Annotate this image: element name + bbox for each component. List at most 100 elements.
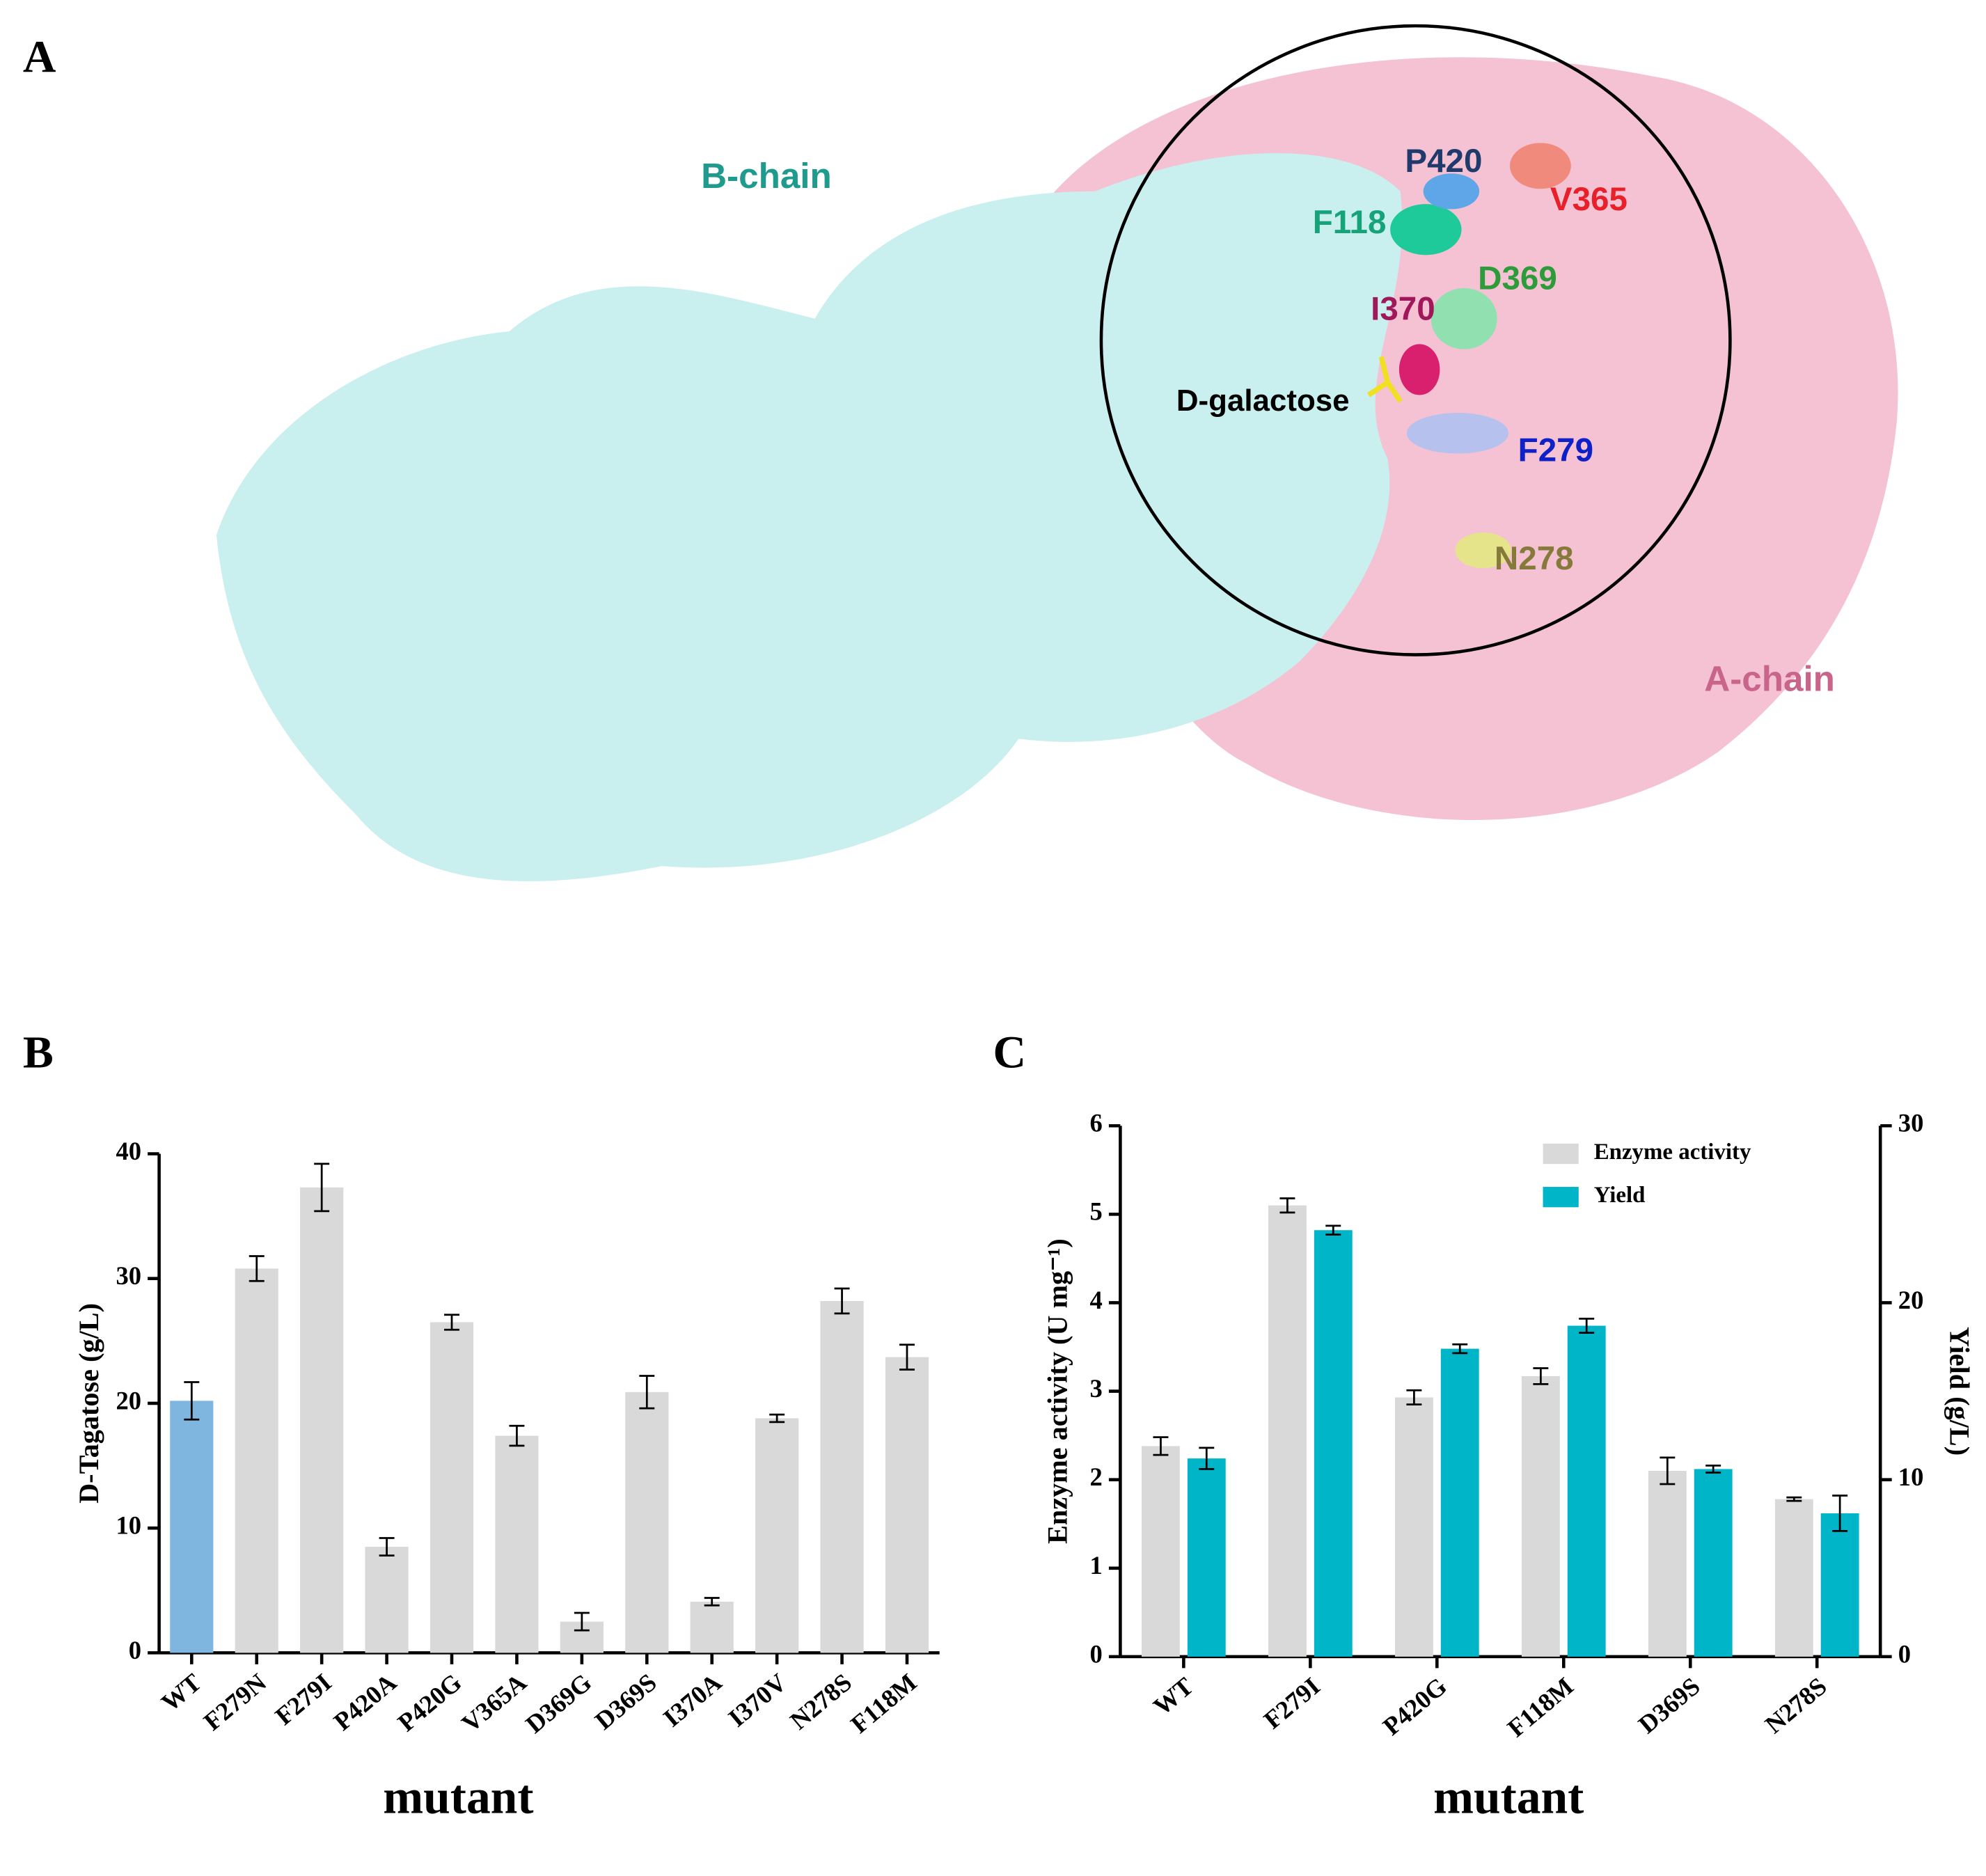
y-axis-label: Enzyme activity (U mg⁻¹) bbox=[1042, 1238, 1073, 1544]
y-tick-label: 10 bbox=[116, 1511, 141, 1540]
bar bbox=[1394, 1397, 1433, 1657]
residue-label: F279 bbox=[1518, 432, 1593, 468]
bar bbox=[1187, 1458, 1226, 1657]
x-tick-label: P420G bbox=[1378, 1671, 1452, 1740]
y2-tick-label: 30 bbox=[1898, 1109, 1924, 1137]
bar bbox=[625, 1392, 669, 1653]
panel-label: B bbox=[23, 1027, 54, 1078]
error-bar bbox=[1153, 1436, 1169, 1456]
error-bar bbox=[574, 1611, 590, 1632]
bar bbox=[1314, 1230, 1353, 1657]
x-tick-label: I370V bbox=[723, 1668, 791, 1733]
residue-label: V365 bbox=[1550, 181, 1628, 218]
x-tick-label: F279I bbox=[1258, 1671, 1325, 1734]
b-chain-surface bbox=[216, 153, 1403, 882]
x-tick-label: F118M bbox=[845, 1668, 922, 1739]
y-tick-label: 20 bbox=[116, 1386, 141, 1414]
residue-label: N278 bbox=[1495, 540, 1574, 577]
error-bar bbox=[899, 1343, 915, 1371]
y-tick-label: 30 bbox=[116, 1261, 141, 1290]
error-bar bbox=[769, 1413, 785, 1424]
x-tick-label: F118M bbox=[1502, 1671, 1578, 1742]
error-bar bbox=[1533, 1367, 1549, 1385]
bar bbox=[365, 1547, 409, 1653]
bar bbox=[1268, 1205, 1307, 1657]
residue-label: B-chain bbox=[701, 156, 832, 196]
residue-label: D-galactose bbox=[1176, 384, 1350, 418]
y-tick-label: 1 bbox=[1089, 1551, 1102, 1579]
active-site-circle bbox=[1099, 24, 1732, 656]
bar bbox=[1694, 1469, 1733, 1657]
bar bbox=[495, 1435, 539, 1653]
x-tick-label: V365A bbox=[456, 1667, 532, 1737]
galactose-ligand bbox=[1366, 356, 1403, 403]
bar bbox=[1820, 1513, 1859, 1657]
residue-f118 bbox=[1390, 204, 1462, 255]
bar bbox=[170, 1401, 214, 1653]
bar bbox=[1567, 1325, 1606, 1657]
y2-axis-label: Yield (g/L) bbox=[1944, 1327, 1976, 1456]
error-bar bbox=[704, 1597, 720, 1607]
x-tick-label: P420A bbox=[328, 1667, 402, 1735]
error-bar bbox=[1279, 1197, 1295, 1214]
y-tick-label: 4 bbox=[1089, 1286, 1102, 1314]
bar bbox=[1440, 1348, 1479, 1657]
y-tick-label: 0 bbox=[1089, 1639, 1102, 1668]
residue-label: A-chain bbox=[1704, 659, 1835, 699]
error-bar bbox=[834, 1287, 850, 1315]
y2-tick-label: 10 bbox=[1898, 1463, 1924, 1491]
error-bar bbox=[379, 1537, 395, 1556]
legend-label: Enzyme activity bbox=[1594, 1140, 1751, 1165]
error-bar bbox=[249, 1255, 265, 1282]
error-bar bbox=[1325, 1224, 1341, 1236]
y-tick-label: 0 bbox=[129, 1636, 141, 1664]
residue-label: I370 bbox=[1371, 290, 1435, 327]
error-bar bbox=[509, 1424, 525, 1447]
residue-d369 bbox=[1431, 287, 1497, 349]
x-tick-label: F279N bbox=[198, 1668, 272, 1736]
bar bbox=[429, 1322, 474, 1653]
bar bbox=[820, 1300, 864, 1653]
x-axis-label: mutant bbox=[383, 1770, 533, 1824]
x-tick-label: P420G bbox=[392, 1668, 466, 1737]
x-tick-label: D369G bbox=[520, 1668, 597, 1739]
y-tick-label: 2 bbox=[1089, 1463, 1102, 1491]
residue-v365 bbox=[1510, 143, 1571, 189]
residue-label: P420 bbox=[1405, 143, 1482, 180]
residue-i370 bbox=[1398, 344, 1440, 395]
y2-tick-label: 0 bbox=[1898, 1639, 1911, 1668]
error-bar bbox=[1406, 1389, 1422, 1406]
error-bar bbox=[1452, 1343, 1468, 1355]
legend-swatch bbox=[1543, 1143, 1579, 1165]
error-bar bbox=[444, 1314, 459, 1331]
bar bbox=[1774, 1499, 1813, 1657]
error-bar bbox=[1832, 1495, 1848, 1532]
panel-label: A bbox=[23, 31, 56, 82]
bar bbox=[1521, 1376, 1560, 1657]
residue-label: F118 bbox=[1313, 204, 1387, 241]
bar bbox=[235, 1268, 278, 1653]
error-bar bbox=[184, 1381, 200, 1421]
bar bbox=[690, 1601, 734, 1653]
error-bar bbox=[1660, 1456, 1676, 1485]
residue-label: D369 bbox=[1478, 260, 1557, 297]
x-tick-label: F279I bbox=[269, 1668, 336, 1731]
x-tick-label: D369S bbox=[1633, 1671, 1705, 1739]
x-tick-label: N278S bbox=[1760, 1671, 1832, 1739]
y-tick-label: 6 bbox=[1089, 1109, 1102, 1137]
x-tick-label: D369S bbox=[590, 1668, 662, 1735]
bar bbox=[1648, 1470, 1687, 1657]
bar bbox=[300, 1187, 344, 1653]
error-bar bbox=[314, 1162, 330, 1213]
residue-n278 bbox=[1455, 533, 1511, 569]
y-tick-label: 3 bbox=[1089, 1374, 1102, 1403]
y-axis-label: D-Tagatose (g/L) bbox=[73, 1303, 104, 1504]
x-axis-label: mutant bbox=[1433, 1770, 1584, 1824]
error-bar bbox=[1786, 1496, 1802, 1502]
y-tick-label: 5 bbox=[1089, 1197, 1102, 1226]
y-tick-label: 40 bbox=[116, 1137, 141, 1165]
legend-label: Yield bbox=[1594, 1183, 1646, 1208]
panel-label: C bbox=[993, 1027, 1027, 1078]
